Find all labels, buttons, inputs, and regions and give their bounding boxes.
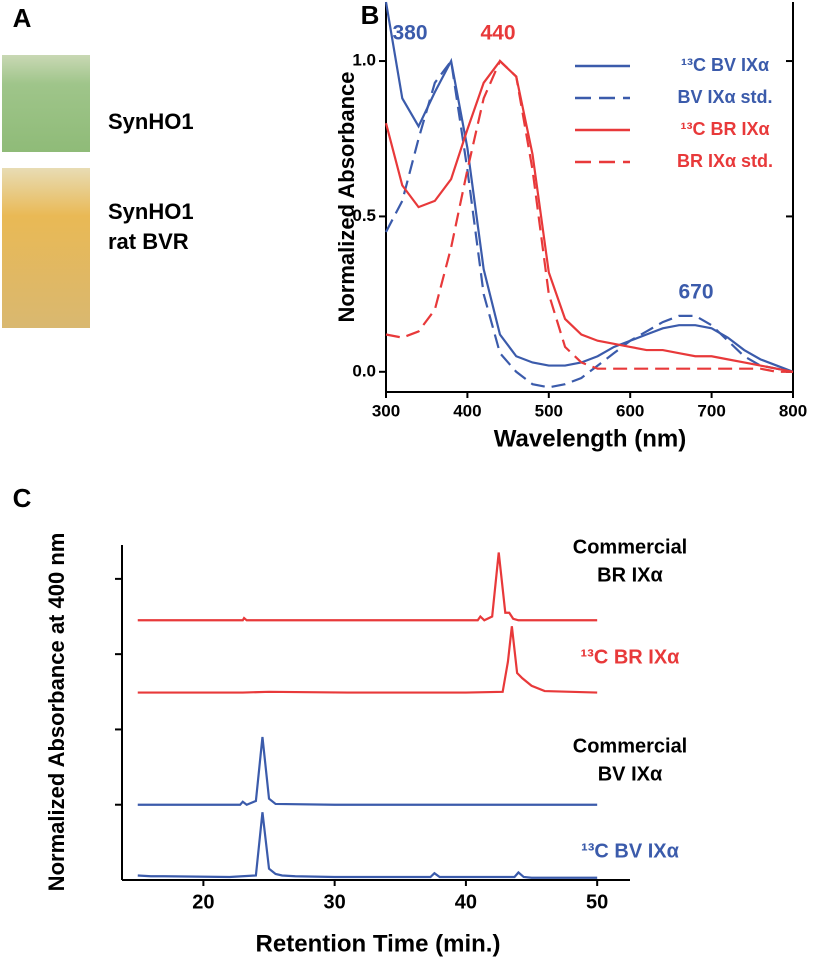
- legend-label: BR IXα std.: [677, 151, 773, 171]
- x-tick-label: 800: [779, 401, 807, 420]
- trace-label: BR IXα: [597, 564, 663, 586]
- series-line: [137, 736, 598, 806]
- y-axis-label: Normalized Absorbance at 400 nm: [44, 533, 69, 892]
- x-axis-label: Wavelength (nm): [494, 425, 686, 452]
- x-tick-label: 300: [372, 401, 400, 420]
- trace-label: BV IXα: [598, 763, 663, 785]
- series-line: [137, 812, 598, 879]
- panel-label: C: [13, 483, 32, 513]
- photo-label: rat BVR: [108, 229, 189, 254]
- photo-label: SynHO1: [108, 199, 194, 224]
- y-tick-label: 1.0: [352, 51, 376, 70]
- legend-label: ¹³C BV IXα: [681, 55, 769, 75]
- x-tick-label: 40: [455, 891, 477, 913]
- panel-label: A: [13, 3, 32, 33]
- photo: [2, 55, 90, 152]
- x-tick-label: 400: [453, 401, 481, 420]
- trace-label: ¹³C BR IXα: [581, 646, 681, 668]
- x-tick-label: 700: [697, 401, 725, 420]
- series-line: [384, 59, 794, 373]
- y-tick-label: 0.5: [352, 206, 376, 225]
- photo-label: SynHO1: [108, 109, 194, 134]
- series-line: [385, 59, 793, 373]
- x-tick-label: 500: [535, 401, 563, 420]
- legend-label: BV IXα std.: [677, 87, 772, 107]
- y-tick-label: 0.0: [352, 361, 376, 380]
- series-line: [137, 552, 598, 622]
- panel-label: B: [361, 0, 380, 30]
- photo: [2, 168, 90, 328]
- trace-label: Commercial: [573, 536, 688, 558]
- trace-label: ¹³C BV IXα: [581, 840, 680, 862]
- x-tick-label: 600: [616, 401, 644, 420]
- annotation: 670: [678, 281, 713, 304]
- x-tick-label: 50: [586, 891, 608, 913]
- legend-label: ¹³C BR IXα: [680, 119, 769, 139]
- x-tick-label: 20: [192, 891, 214, 913]
- annotation: 380: [392, 22, 427, 45]
- annotation: 440: [480, 22, 515, 45]
- series-line: [385, 58, 794, 389]
- series-line: [137, 626, 598, 694]
- x-tick-label: 30: [324, 891, 346, 913]
- x-axis-label: Retention Time (min.): [256, 930, 501, 957]
- y-axis-label: Normalized Absorbance: [334, 71, 359, 322]
- trace-label: Commercial: [573, 735, 688, 757]
